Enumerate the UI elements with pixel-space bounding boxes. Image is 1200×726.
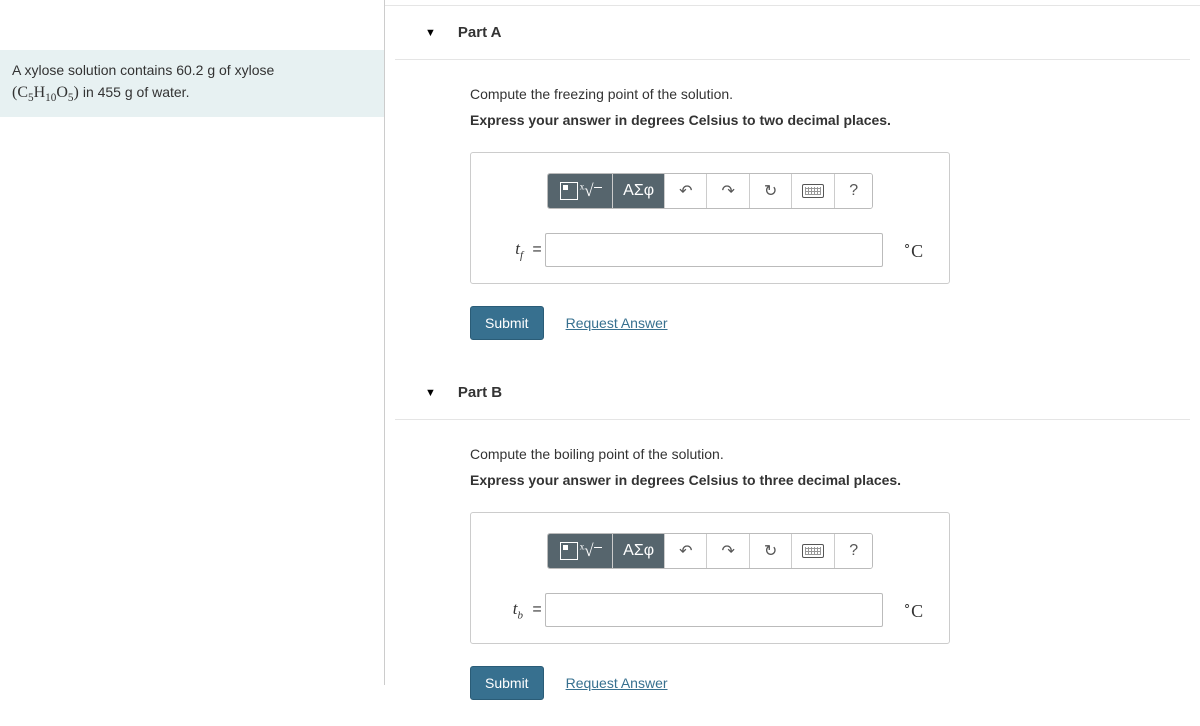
left-column: A xylose solution contains 60.2 g of xyl…: [0, 0, 385, 685]
redo-button[interactable]: ↷: [707, 174, 749, 208]
part-a-body: Compute the freezing point of the soluti…: [395, 60, 1190, 366]
redo-button[interactable]: ↷: [707, 534, 749, 568]
help-icon: ?: [849, 542, 858, 560]
equals-sign: =: [529, 241, 545, 259]
part-b-format: Express your answer in degrees Celsius t…: [470, 472, 1190, 488]
keyboard-button[interactable]: [792, 174, 835, 208]
question-prompt: A xylose solution contains 60.2 g of xyl…: [0, 50, 384, 117]
part-b-answer-input[interactable]: [545, 593, 883, 627]
part-a-actions: Submit Request Answer: [470, 306, 1190, 340]
prompt-line2: in 455 g of water.: [83, 84, 190, 100]
templates-button[interactable]: x√: [548, 534, 613, 568]
part-b-title: Part B: [458, 384, 502, 401]
collapse-icon: ▼: [425, 27, 436, 39]
submit-button[interactable]: Submit: [470, 666, 544, 700]
part-b-header[interactable]: ▼ Part B: [395, 366, 1190, 420]
part-b-body: Compute the boiling point of the solutio…: [395, 420, 1190, 726]
keyboard-icon: [802, 184, 824, 198]
submit-button[interactable]: Submit: [470, 306, 544, 340]
reset-button[interactable]: ↻: [750, 174, 792, 208]
templates-icon: [560, 182, 578, 200]
reset-icon: ↻: [764, 181, 777, 201]
help-icon: ?: [849, 182, 858, 200]
collapse-icon: ▼: [425, 387, 436, 399]
sqrt-icon: x√: [580, 181, 602, 201]
equation-toolbar: x√ ΑΣφ ↶ ↷ ↻ ?: [547, 173, 873, 209]
part-a-title: Part A: [458, 24, 502, 41]
right-column: ▼ Part A Compute the freezing point of t…: [385, 5, 1200, 685]
reset-icon: ↻: [764, 541, 777, 561]
undo-button[interactable]: ↶: [665, 534, 707, 568]
undo-icon: ↶: [679, 181, 692, 201]
greek-button[interactable]: ΑΣφ: [613, 174, 665, 208]
templates-button[interactable]: x√: [548, 174, 613, 208]
reset-button[interactable]: ↻: [750, 534, 792, 568]
help-button[interactable]: ?: [835, 534, 872, 568]
redo-icon: ↷: [721, 181, 734, 201]
templates-icon: [560, 542, 578, 560]
part-b-input-row: tb = ∘C: [487, 593, 933, 627]
equals-sign: =: [529, 601, 545, 619]
chemical-formula: (C5H10O5): [12, 84, 83, 101]
part-b-answer-box: x√ ΑΣφ ↶ ↷ ↻ ? tb = ∘C: [470, 512, 950, 644]
keyboard-button[interactable]: [792, 534, 835, 568]
part-b-actions: Submit Request Answer: [470, 666, 1190, 700]
part-b-unit: ∘C: [883, 598, 933, 622]
part-a-answer-box: x√ ΑΣφ ↶ ↷ ↻ ? tf = ∘C: [470, 152, 950, 284]
redo-icon: ↷: [721, 541, 734, 561]
part-a-unit: ∘C: [883, 238, 933, 262]
part-a-format: Express your answer in degrees Celsius t…: [470, 112, 1190, 128]
undo-button[interactable]: ↶: [665, 174, 707, 208]
greek-button[interactable]: ΑΣφ: [613, 534, 665, 568]
part-a-input-row: tf = ∘C: [487, 233, 933, 267]
request-answer-link[interactable]: Request Answer: [566, 315, 668, 331]
part-a-variable: tf: [487, 239, 529, 261]
equation-toolbar: x√ ΑΣφ ↶ ↷ ↻ ?: [547, 533, 873, 569]
keyboard-icon: [802, 544, 824, 558]
undo-icon: ↶: [679, 541, 692, 561]
sqrt-icon: x√: [580, 541, 602, 561]
prompt-line1: A xylose solution contains 60.2 g of xyl…: [12, 62, 274, 78]
part-a-instruction: Compute the freezing point of the soluti…: [470, 86, 1190, 102]
part-b-variable: tb: [487, 599, 529, 621]
part-a-answer-input[interactable]: [545, 233, 883, 267]
part-a-header[interactable]: ▼ Part A: [395, 6, 1190, 60]
help-button[interactable]: ?: [835, 174, 872, 208]
part-b-instruction: Compute the boiling point of the solutio…: [470, 446, 1190, 462]
request-answer-link[interactable]: Request Answer: [566, 675, 668, 691]
